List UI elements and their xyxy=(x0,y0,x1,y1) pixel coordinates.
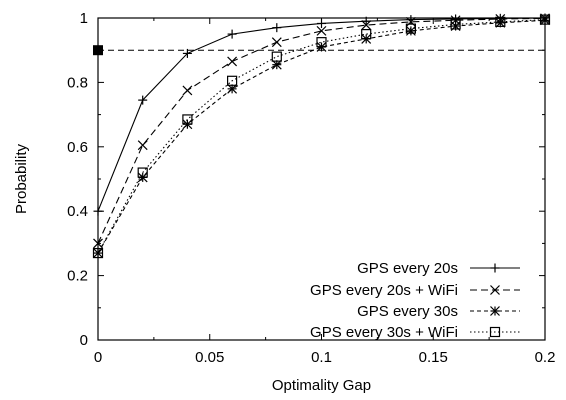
series-4-point xyxy=(450,19,461,30)
series-2-point xyxy=(361,20,372,31)
x-tick-label: 0.2 xyxy=(535,349,556,366)
series-4-point xyxy=(316,37,327,48)
y-tick-label: 0.2 xyxy=(67,268,88,285)
y-tick-label: 0.6 xyxy=(67,139,88,156)
series-1-point xyxy=(138,95,148,105)
series-2-point xyxy=(271,37,282,48)
series-2-line xyxy=(97,17,546,244)
series-4-point xyxy=(405,23,416,34)
legend-marker-sample xyxy=(490,263,500,273)
y-tick-label: 1 xyxy=(80,10,88,27)
series-3-point xyxy=(405,25,416,36)
series-4-point xyxy=(361,29,372,40)
x-tick-label: 0 xyxy=(94,349,102,366)
legend-entry-3: GPS every 30s xyxy=(357,303,520,320)
legend-label: GPS every 30s + WiFi xyxy=(310,324,458,341)
x-tick-label: 0.1 xyxy=(311,349,332,366)
series-3 xyxy=(93,15,550,258)
series-2-point xyxy=(182,85,193,96)
legend-marker-sample xyxy=(490,306,500,316)
series-2-point xyxy=(405,16,416,27)
legend-entry-2: GPS every 20s + WiFi xyxy=(310,282,520,299)
series-1-point xyxy=(406,15,416,25)
legend-entry-4: GPS every 30s + WiFi xyxy=(310,324,520,341)
x-tick-label: 0.05 xyxy=(195,349,224,366)
series-4-point xyxy=(495,16,506,27)
legend-label: GPS every 30s xyxy=(357,303,458,320)
y-axis-label: Probability xyxy=(13,143,30,214)
x-axis-label: Optimality Gap xyxy=(272,377,371,394)
series-1-point xyxy=(182,48,192,58)
series-4-point xyxy=(271,51,282,62)
series-4 xyxy=(92,14,551,259)
series-3-line xyxy=(97,19,546,254)
series-2-point xyxy=(227,56,238,67)
legend-marker-sample xyxy=(489,326,501,338)
x-tick-label: 0.15 xyxy=(419,349,448,366)
legend-label: GPS every 20s xyxy=(357,260,458,277)
series-4-point xyxy=(227,75,238,86)
series-1-point xyxy=(272,23,282,33)
axes-layer: 0 0.05 0.1 0.15 0.2 0 0.2 0.4 0.6 0.8 1 Optimality … xyxy=(13,10,555,394)
y-tick-label: 0 xyxy=(80,332,88,349)
y-tick-label: 0.8 xyxy=(67,74,88,91)
legend-marker-sample xyxy=(490,285,500,295)
y-tick-label: 0.4 xyxy=(67,203,88,220)
series-2-point xyxy=(316,25,327,36)
series-4-point xyxy=(182,114,193,125)
series-2-point xyxy=(137,140,148,151)
series-4-point xyxy=(137,167,148,178)
legend-label: GPS every 20s + WiFi xyxy=(310,282,458,299)
series-4-line xyxy=(97,19,546,254)
series-1-point xyxy=(227,29,237,39)
legend: GPS every 20s GPS every 20s + WiFi GPS eve… xyxy=(310,260,520,341)
legend-entry-1: GPS every 20s xyxy=(357,260,520,277)
